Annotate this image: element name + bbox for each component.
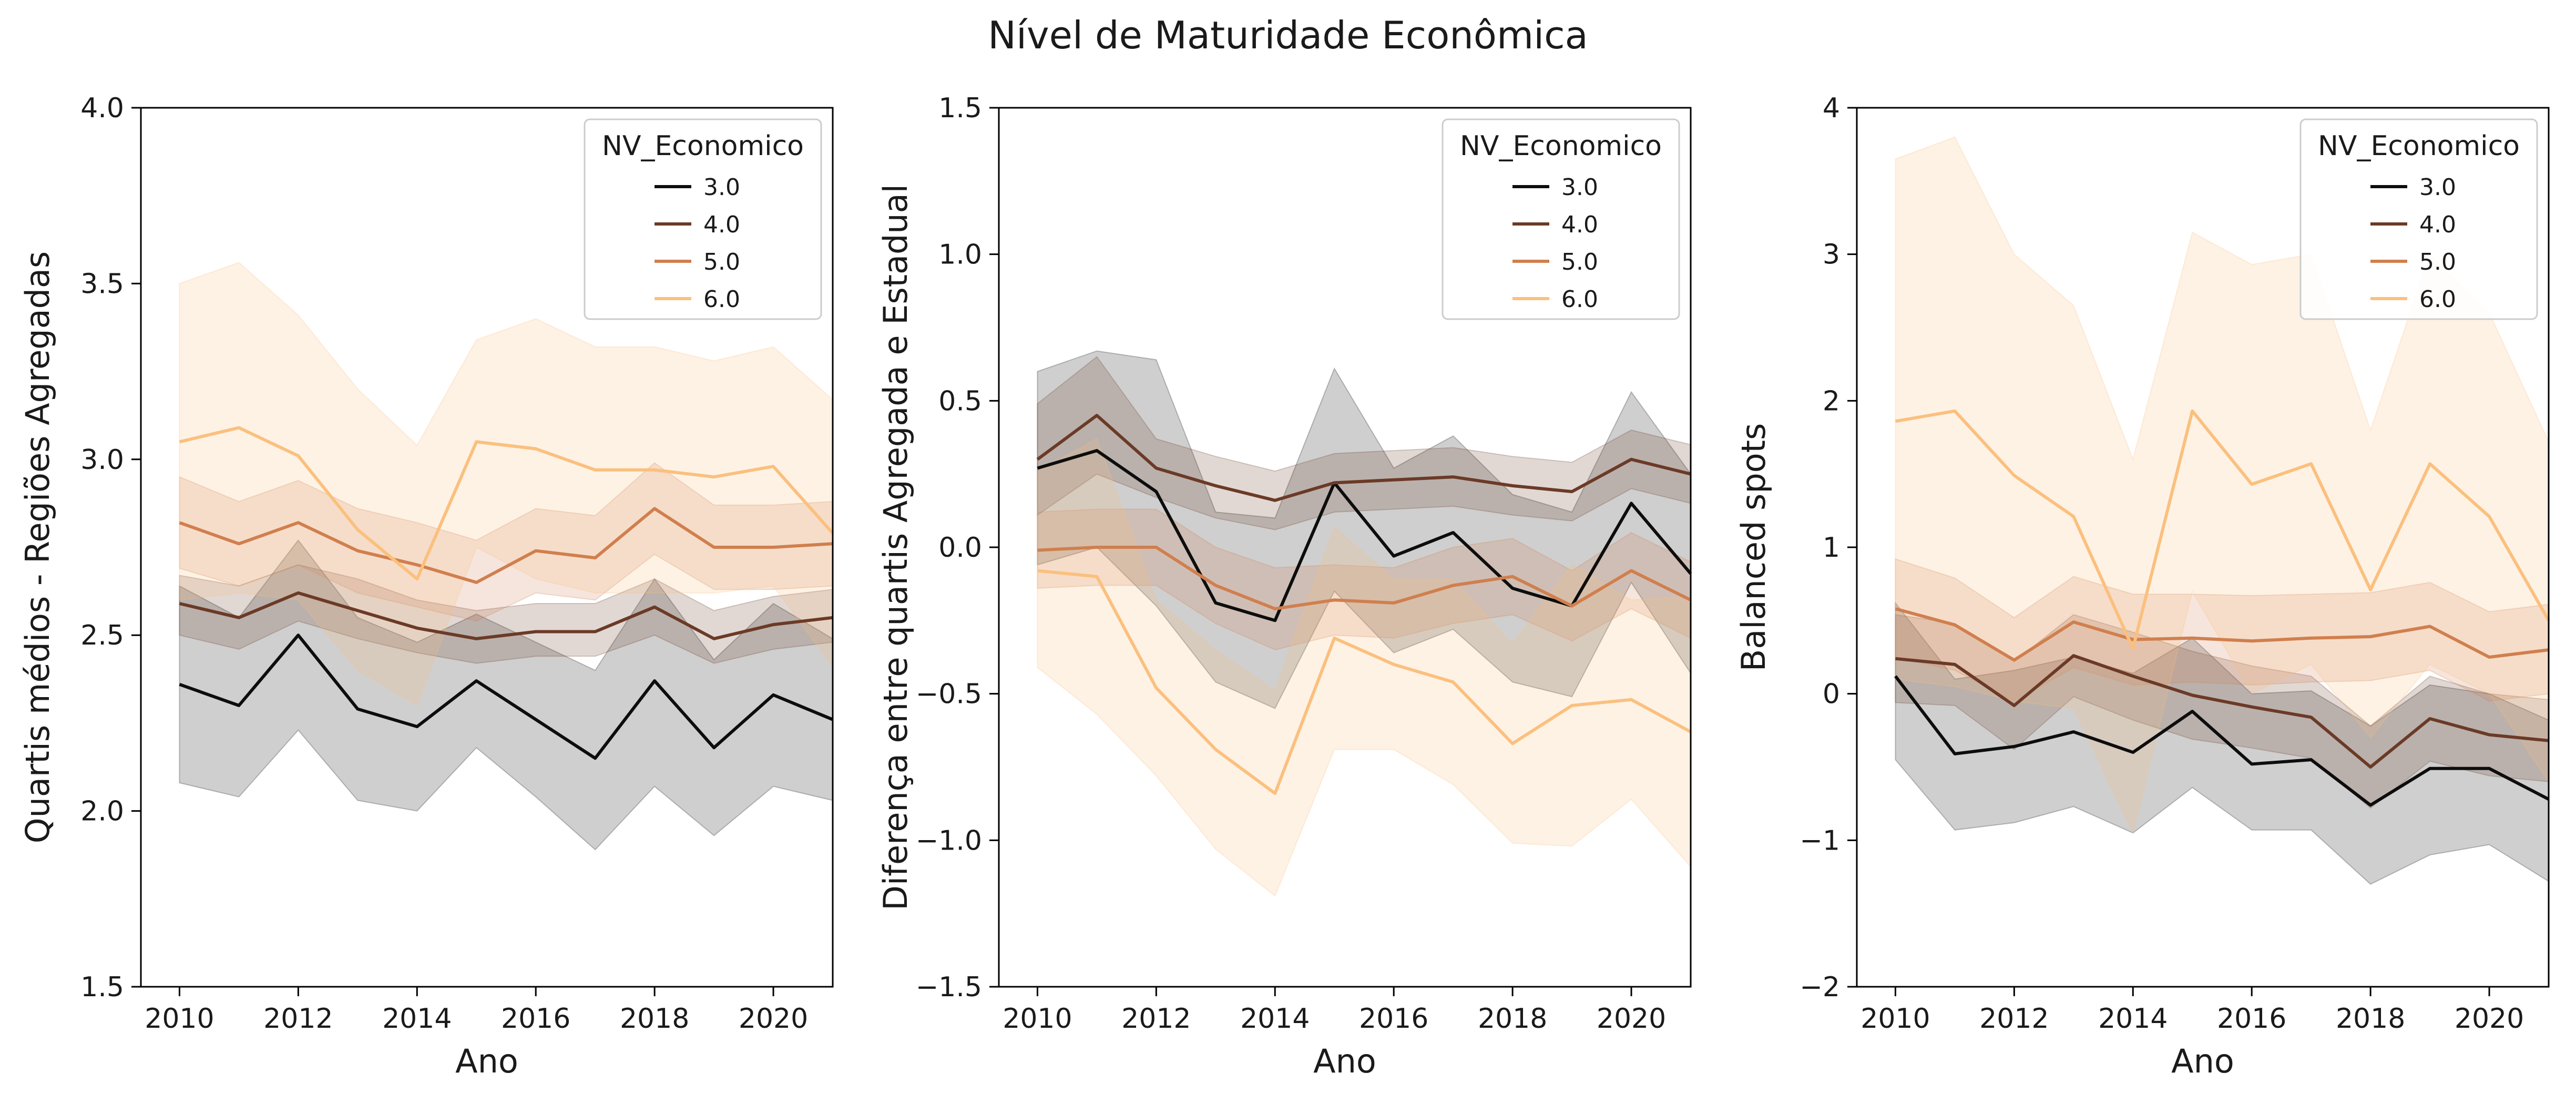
y-tick-label: −1.5 bbox=[916, 972, 982, 1003]
y-tick-label: 0.0 bbox=[938, 532, 982, 564]
legend-label-6.0: 6.0 bbox=[2419, 286, 2456, 313]
y-tick-label: 0.5 bbox=[938, 385, 982, 417]
y-tick-label: 4 bbox=[1823, 93, 1840, 124]
x-axis-label: Ano bbox=[455, 1042, 518, 1080]
y-tick-label: 2.5 bbox=[80, 620, 124, 651]
x-tick-label: 2018 bbox=[1478, 1003, 1547, 1035]
series-line-6.0 bbox=[1895, 409, 2550, 650]
y-tick-label: 1.0 bbox=[938, 239, 982, 271]
series-line-3.0 bbox=[1894, 675, 2550, 807]
plot-frame bbox=[140, 107, 834, 988]
series-line-4.0 bbox=[179, 591, 833, 640]
y-tick-label: 2 bbox=[1823, 385, 1840, 417]
legend-title: NV_Economico bbox=[602, 130, 804, 162]
x-tick-label: 2020 bbox=[2455, 1003, 2524, 1035]
y-tick-label: −1.0 bbox=[916, 825, 982, 856]
series-line-3.0 bbox=[1037, 449, 1692, 622]
legend-label-6.0: 6.0 bbox=[703, 286, 740, 313]
y-tick-label: −0.5 bbox=[916, 679, 982, 710]
x-tick-label: 2012 bbox=[1979, 1003, 2049, 1035]
y-tick-label: 0 bbox=[1823, 679, 1840, 710]
y-tick-label: 3.5 bbox=[80, 268, 124, 300]
x-tick-label: 2018 bbox=[620, 1003, 689, 1035]
x-tick-label: 2014 bbox=[382, 1003, 452, 1035]
x-tick-label: 2012 bbox=[1121, 1003, 1191, 1035]
legend-box bbox=[1442, 118, 1680, 320]
legend-label-3.0: 3.0 bbox=[1561, 174, 1598, 201]
y-axis-label: Quartis médios - Regiões Agregadas bbox=[18, 251, 57, 843]
legend: NV_Economico 3.0 4.0 5.0 6.0 bbox=[2299, 118, 2538, 320]
x-tick-label: 2014 bbox=[2098, 1003, 2168, 1035]
legend-title: NV_Economico bbox=[1460, 130, 1662, 162]
x-tick-label: 2014 bbox=[1240, 1003, 1310, 1035]
x-tick-label: 2018 bbox=[2336, 1003, 2405, 1035]
x-tick-label: 2020 bbox=[1597, 1003, 1666, 1035]
legend-label-4.0: 4.0 bbox=[703, 211, 740, 238]
y-tick-label: 1 bbox=[1823, 532, 1840, 564]
legend-label-5.0: 5.0 bbox=[1561, 249, 1598, 275]
y-tick-label: −2 bbox=[1800, 972, 1840, 1003]
legend-title: NV_Economico bbox=[2318, 130, 2520, 162]
legend-box bbox=[584, 118, 822, 320]
chart-panel-2: 2010 2012 2014 2016 2018 2020 −1.5 −1.0 −0.5 0.0 0… bbox=[876, 93, 1692, 1080]
x-axis-label: Ano bbox=[1313, 1042, 1376, 1080]
series-line-6.0 bbox=[1037, 569, 1692, 795]
figure-title: Nível de Maturidade Econômica bbox=[988, 13, 1588, 57]
series-line-4.0 bbox=[1036, 414, 1691, 502]
y-tick-label: 4.0 bbox=[80, 93, 124, 124]
y-tick-label: 1.5 bbox=[80, 972, 124, 1003]
y-tick-label: 3 bbox=[1823, 239, 1840, 271]
legend-label-4.0: 4.0 bbox=[1561, 211, 1598, 238]
x-axis-label: Ano bbox=[2171, 1042, 2234, 1080]
legend-box bbox=[2299, 118, 2538, 320]
legend-label-5.0: 5.0 bbox=[2419, 249, 2456, 275]
y-tick-label: 2.0 bbox=[80, 796, 124, 827]
chart-panel-3: 2010 2012 2014 2016 2018 2020 −2 −1 0 1 2 3 4 Ano Bala… bbox=[1734, 93, 2550, 1080]
y-axis-label: Diferença entre quartis Agregada e Estad… bbox=[876, 184, 915, 911]
series-line-3.0 bbox=[179, 633, 834, 760]
x-tick-label: 2010 bbox=[1861, 1003, 1930, 1035]
x-tick-label: 2016 bbox=[1359, 1003, 1428, 1035]
x-tick-label: 2010 bbox=[1003, 1003, 1072, 1035]
series-line-5.0 bbox=[1037, 546, 1692, 610]
series-line-5.0 bbox=[1895, 607, 2549, 662]
legend-label-4.0: 4.0 bbox=[2419, 211, 2456, 238]
legend: NV_Economico 3.0 4.0 5.0 6.0 bbox=[584, 118, 822, 320]
series-line-5.0 bbox=[179, 507, 833, 584]
y-tick-label: −1 bbox=[1800, 825, 1840, 856]
legend: NV_Economico 3.0 4.0 5.0 6.0 bbox=[1442, 118, 1680, 320]
x-tick-label: 2016 bbox=[501, 1003, 570, 1035]
x-tick-label: 2012 bbox=[263, 1003, 333, 1035]
legend-label-5.0: 5.0 bbox=[703, 249, 740, 275]
series-line-6.0 bbox=[179, 426, 834, 581]
x-tick-label: 2016 bbox=[2217, 1003, 2286, 1035]
chart-panel-1: 2010 2012 2014 2016 2018 2020 1.5 2.0 2.5 3.0 3.5 4… bbox=[18, 93, 834, 1080]
legend-label-6.0: 6.0 bbox=[1561, 286, 1598, 313]
y-axis-label: Balanced spots bbox=[1734, 423, 1773, 672]
y-tick-label: 3.0 bbox=[80, 444, 124, 476]
x-tick-label: 2020 bbox=[739, 1003, 808, 1035]
chart-panels: 2010 2012 2014 2016 2018 20201.52.02.53.03.54… bbox=[18, 93, 2550, 1080]
x-tick-label: 2010 bbox=[145, 1003, 214, 1035]
series-line-4.0 bbox=[1895, 654, 2549, 769]
y-tick-label: 1.5 bbox=[938, 93, 982, 124]
legend-label-3.0: 3.0 bbox=[703, 174, 740, 201]
legend-label-3.0: 3.0 bbox=[2419, 174, 2456, 201]
